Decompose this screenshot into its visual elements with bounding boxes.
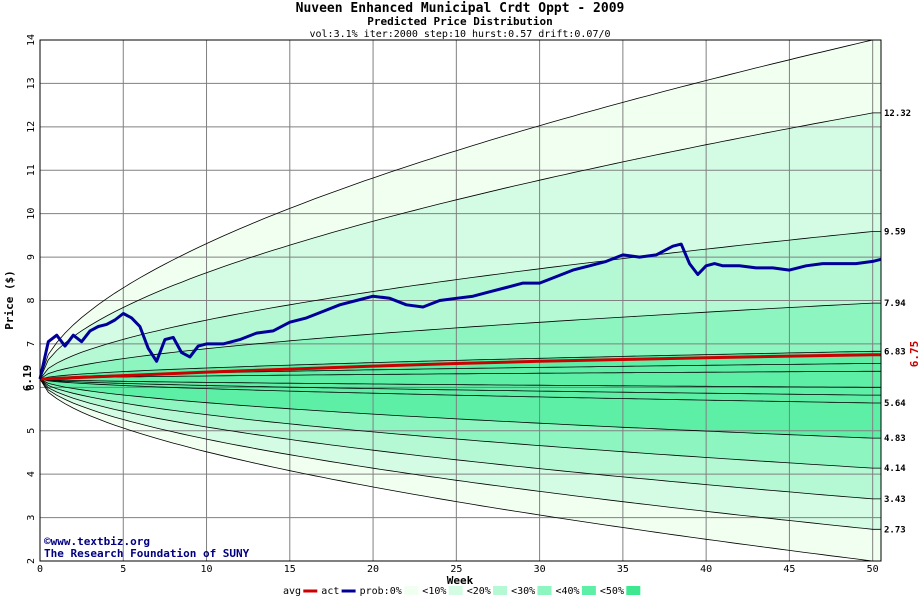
- band-boundary-line: [39, 378, 881, 404]
- y-tick-label: 13: [26, 77, 37, 89]
- start-price-label: 6.19: [21, 365, 34, 392]
- probability-band: [40, 379, 881, 561]
- band-end-label: 7.94: [884, 299, 906, 309]
- legend-label: <20%: [467, 586, 491, 597]
- y-tick-label: 11: [26, 164, 37, 176]
- y-tick-label: 10: [26, 208, 37, 220]
- x-tick-label: 0: [37, 564, 43, 575]
- legend-label: prob:0%: [360, 586, 402, 597]
- y-tick-label: 2: [26, 558, 37, 564]
- probability-band: [40, 40, 881, 380]
- band-boundary-line: [39, 378, 881, 562]
- x-axis-ticks: 0 5 10 15 20 25 30 35 40 45 50: [37, 564, 879, 575]
- y-tick-label: 4: [26, 471, 37, 477]
- band-end-label: 2.73: [884, 525, 906, 535]
- y-tick-label: 8: [26, 297, 37, 303]
- probability-band: [40, 112, 881, 380]
- legend-label: act: [321, 586, 339, 597]
- y-axis-ticks: 2 3 4 5 6 7 8 9 10 11 12 13 14: [26, 34, 37, 564]
- legend-label: <50%: [600, 586, 624, 597]
- band-boundary-line: [39, 378, 881, 500]
- band-end-label: 5.64: [884, 399, 906, 409]
- band-boundary-line: [39, 378, 881, 396]
- y-tick-label: 12: [26, 121, 37, 133]
- probability-band: [40, 303, 881, 380]
- band-end-label: 6.83: [884, 347, 906, 357]
- x-tick-label: 30: [534, 564, 546, 575]
- band-end-labels: 12.32 9.59 7.94 6.83 5.64 4.83 4.14 3.43 2.73: [884, 109, 911, 535]
- legend-label: <30%: [511, 586, 535, 597]
- credit-website: ©www.textbiz.org: [44, 535, 150, 548]
- y-tick-label: 14: [26, 34, 37, 46]
- plot-frame: [39, 39, 882, 562]
- probability-band: [40, 231, 881, 380]
- probability-bands: [40, 40, 881, 561]
- legend-swatch: [404, 586, 419, 595]
- series-lines: [38, 242, 882, 381]
- band-boundary-line: [39, 378, 881, 388]
- band-boundary-line: [39, 350, 881, 380]
- y-tick-label: 5: [26, 428, 37, 434]
- band-boundary-line: [39, 370, 881, 380]
- probability-band: [40, 379, 881, 530]
- legend: avg act prob:0% <10% <20% <30% <40% <50%: [283, 586, 641, 597]
- x-tick-label: 5: [120, 564, 126, 575]
- legend-swatch: [626, 586, 641, 595]
- x-tick-label: 20: [367, 564, 379, 575]
- y-tick-label: 9: [26, 254, 37, 260]
- x-tick-label: 45: [783, 564, 795, 575]
- band-boundary-line: [39, 378, 881, 530]
- legend-label: avg: [283, 586, 301, 597]
- grid-lines: [39, 39, 881, 562]
- credit-foundation: The Research Foundation of SUNY: [44, 547, 250, 560]
- end-actual-price-label: 6.75: [908, 341, 920, 368]
- y-tick-label: 7: [26, 341, 37, 347]
- legend-label: <10%: [422, 586, 446, 597]
- series-line-avg: [39, 353, 881, 381]
- legend-swatch: [581, 586, 596, 595]
- x-axis-label: Week: [447, 574, 474, 587]
- plot-area: [38, 39, 882, 562]
- band-boundary-line: [39, 231, 881, 380]
- probability-band: [40, 379, 881, 469]
- chart-title: Nuveen Enhanced Municipal Crdt Oppt - 20…: [296, 1, 625, 16]
- chart-subtitle: Predicted Price Distribution: [367, 15, 552, 28]
- x-tick-label: 10: [201, 564, 213, 575]
- probability-band: [40, 379, 881, 439]
- band-boundary-line: [39, 39, 881, 380]
- y-axis-label: Price ($): [3, 270, 16, 330]
- series-line-act: [38, 242, 882, 380]
- legend-swatch: [448, 586, 463, 595]
- y-tick-label: 3: [26, 515, 37, 521]
- band-end-label: 4.83: [884, 434, 906, 444]
- band-end-label: 4.14: [884, 464, 906, 474]
- chart-params: vol:3.1% iter:2000 step:10 hurst:0.57 dr…: [309, 29, 610, 40]
- band-boundary-line: [39, 112, 881, 380]
- legend-swatch: [537, 586, 552, 595]
- band-end-label: 3.43: [884, 495, 906, 505]
- x-tick-label: 35: [617, 564, 629, 575]
- legend-swatch: [493, 586, 508, 595]
- band-end-label: 9.59: [884, 227, 906, 237]
- band-boundary-line: [39, 378, 881, 469]
- band-end-label: 12.32: [884, 109, 911, 119]
- y-tick-label: 6: [26, 384, 37, 390]
- x-tick-label: 25: [450, 564, 462, 575]
- probability-band: [40, 379, 881, 499]
- x-tick-label: 50: [867, 564, 879, 575]
- legend-label: <40%: [556, 586, 580, 597]
- x-tick-label: 15: [284, 564, 296, 575]
- x-tick-label: 40: [700, 564, 712, 575]
- band-boundary-line: [39, 378, 881, 439]
- probability-band: [40, 351, 881, 403]
